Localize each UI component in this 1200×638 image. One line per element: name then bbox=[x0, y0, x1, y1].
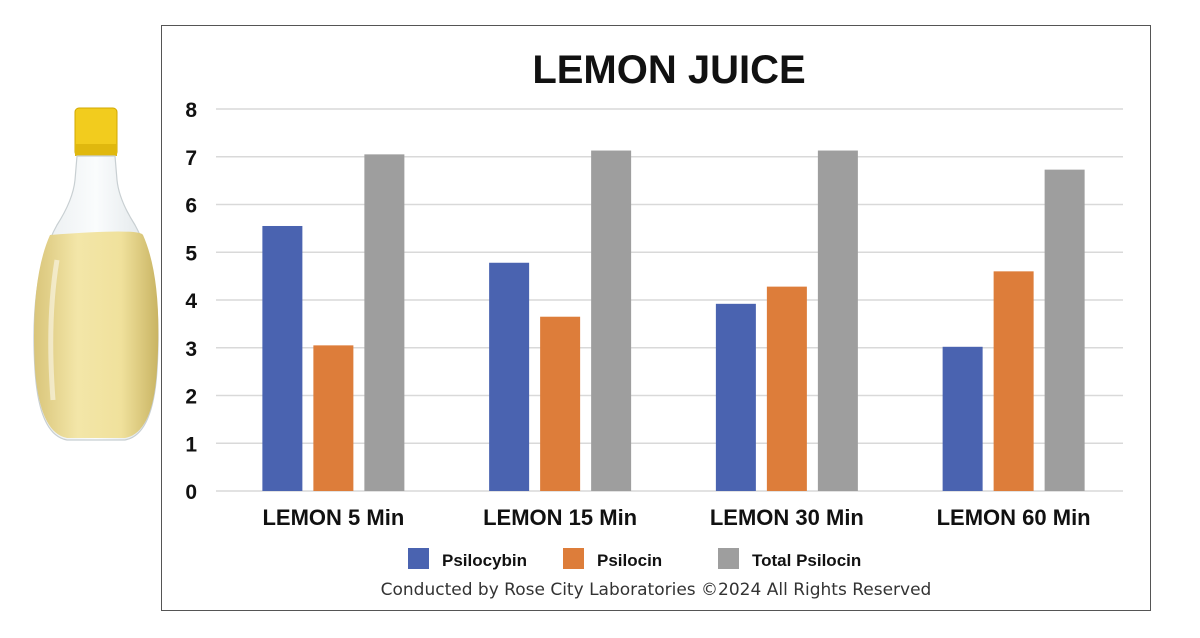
x-category-label: LEMON 60 Min bbox=[937, 505, 1091, 530]
legend-swatch bbox=[718, 548, 739, 569]
bar-psilocybin bbox=[942, 346, 983, 491]
y-axis-ticks: 0 1 2 3 4 5 6 7 8 bbox=[185, 99, 197, 504]
x-category-label: LEMON 30 Min bbox=[710, 505, 864, 530]
y-tick-label: 4 bbox=[185, 290, 197, 313]
y-tick-label: 8 bbox=[185, 99, 197, 122]
legend-label: Psilocybin bbox=[442, 551, 527, 570]
bar-total-psilocin bbox=[591, 150, 632, 491]
bar-psilocin bbox=[993, 271, 1034, 491]
y-tick-label: 2 bbox=[185, 386, 197, 409]
legend: Psilocybin Psilocin Total Psilocin bbox=[408, 548, 861, 570]
x-axis-categories: LEMON 5 Min LEMON 15 Min LEMON 30 Min LEMON… bbox=[262, 505, 1090, 530]
y-tick-label: 0 bbox=[185, 481, 197, 504]
y-tick-label: 5 bbox=[185, 242, 197, 265]
y-tick-label: 7 bbox=[185, 147, 197, 170]
bar-total-psilocin bbox=[364, 154, 405, 492]
copyright-footer: Conducted by Rose City Laboratories ©202… bbox=[380, 580, 932, 600]
bar-psilocin bbox=[766, 286, 807, 491]
bar-total-psilocin bbox=[817, 150, 858, 491]
bar-total-psilocin bbox=[1044, 169, 1085, 491]
legend-swatch bbox=[408, 548, 429, 569]
bar-psilocybin bbox=[715, 303, 756, 491]
lemon-juice-bottle-image bbox=[33, 107, 159, 441]
bar-psilocybin bbox=[262, 225, 303, 492]
x-category-label: LEMON 15 Min bbox=[483, 505, 637, 530]
chart-title: LEMON JUICE bbox=[532, 48, 805, 92]
legend-label: Total Psilocin bbox=[752, 551, 861, 570]
x-category-label: LEMON 5 Min bbox=[262, 505, 404, 530]
bars bbox=[262, 150, 1085, 492]
y-tick-label: 6 bbox=[185, 195, 197, 218]
y-tick-label: 1 bbox=[185, 433, 197, 456]
bar-psilocin bbox=[313, 345, 354, 491]
y-tick-label: 3 bbox=[185, 338, 197, 361]
legend-swatch bbox=[563, 548, 584, 569]
legend-label: Psilocin bbox=[597, 551, 662, 570]
bar-psilocin bbox=[540, 316, 581, 491]
chart-frame bbox=[161, 25, 1151, 611]
bar-chart: LEMON JUICE 0 1 2 3 4 5 6 7 8 LEMON 5 Min LEMON 1… bbox=[185, 48, 1123, 570]
bar-psilocybin bbox=[489, 262, 530, 491]
